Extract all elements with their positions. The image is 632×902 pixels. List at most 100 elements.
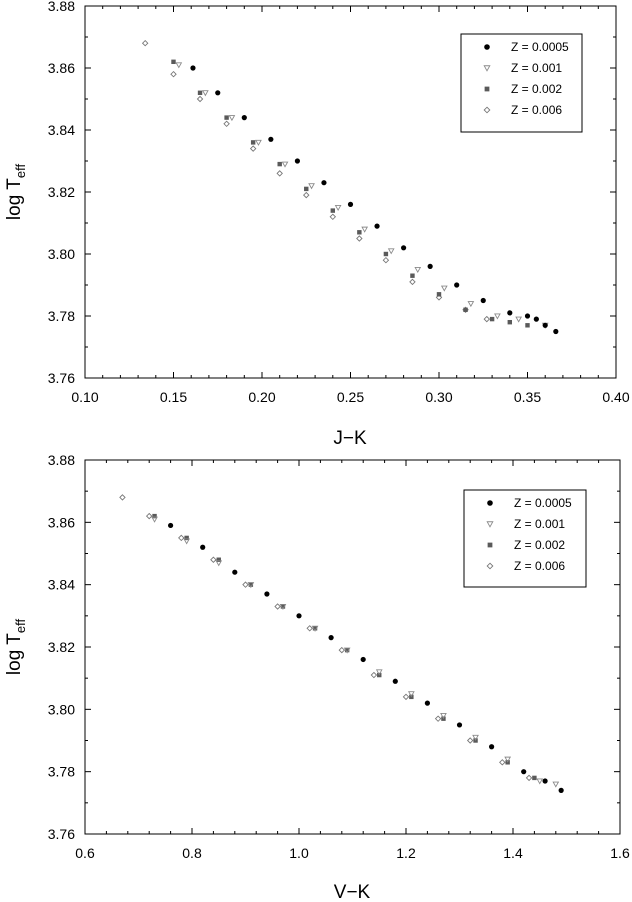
y-tick-label: 3.78: [48, 764, 75, 780]
data-point: [279, 603, 287, 611]
x-tick-label: 0.25: [337, 389, 364, 405]
data-point: [119, 494, 126, 501]
data-point: [504, 756, 512, 763]
data-point: [255, 139, 262, 146]
data-point: [344, 647, 350, 653]
data-point: [436, 292, 442, 297]
y-tick-label: 3.78: [48, 308, 75, 324]
data-point: [178, 534, 185, 542]
y-axis-label-main: log T: [4, 633, 25, 675]
y-tick-label: 3.88: [48, 0, 75, 14]
data-point: [201, 90, 209, 97]
data-point: [410, 273, 415, 278]
y-axis-label: log Teff: [4, 619, 28, 676]
data-point: [558, 787, 564, 793]
y-tick-label: 3.88: [48, 452, 75, 468]
data-point: [175, 62, 183, 69]
data-point: [424, 700, 430, 706]
data-point: [210, 556, 217, 563]
data-point: [533, 316, 539, 322]
data-point: [434, 715, 442, 722]
data-point: [440, 713, 447, 720]
legend-marker: [487, 500, 493, 506]
legend-label: Z = 0.0005: [511, 40, 569, 54]
data-point: [343, 647, 351, 654]
data-point: [499, 759, 506, 766]
x-tick-label: 0.6: [75, 845, 95, 861]
y-tick-label: 3.82: [48, 639, 75, 655]
legend-marker: [484, 86, 490, 92]
data-point: [200, 544, 206, 550]
data-point: [152, 513, 157, 519]
data-point: [392, 678, 398, 684]
data-point: [356, 235, 363, 242]
data-point: [521, 769, 527, 775]
data-point: [402, 693, 410, 701]
legend-marker: [486, 562, 494, 570]
data-point: [306, 625, 313, 632]
data-point: [216, 557, 221, 562]
x-axis-label: V−K: [334, 882, 371, 902]
legend-box: [460, 33, 583, 133]
data-point: [312, 626, 318, 631]
x-tick-label: 0.15: [160, 389, 187, 405]
data-point: [151, 516, 158, 523]
x-tick-label: 1.0: [289, 845, 309, 861]
y-tick-label: 3.84: [48, 577, 75, 593]
data-point: [483, 315, 491, 323]
data-point: [357, 230, 362, 235]
legend-marker: [487, 542, 493, 548]
x-tick-label: 0.35: [514, 389, 541, 405]
data-point: [361, 226, 369, 233]
data-point: [347, 201, 354, 207]
y-axis-ticks: 3.76 3.78 3.80 3.82 3.84 3.86 3.88: [48, 452, 620, 842]
data-points: [141, 39, 559, 335]
x-tick-label: 1.4: [503, 845, 523, 861]
legend: Z = 0.0005 Z = 0.001 Z = 0.002 Z = 0.006: [463, 489, 587, 588]
legend-label: Z = 0.002: [514, 538, 565, 552]
data-point: [375, 669, 383, 676]
data-point: [223, 120, 230, 128]
y-axis-label: log Teff: [4, 164, 28, 221]
data-point: [360, 656, 366, 663]
x-tick-label: 0.30: [425, 389, 452, 405]
data-point: [414, 266, 422, 274]
data-point: [536, 778, 544, 785]
data-point: [329, 213, 337, 221]
data-point: [525, 774, 533, 782]
data-point: [456, 722, 463, 728]
legend-box: [463, 489, 587, 588]
data-point: [387, 248, 395, 255]
data-point: [507, 310, 513, 316]
legend-label: Z = 0.006: [514, 559, 565, 573]
data-point: [338, 646, 346, 654]
data-point: [215, 560, 223, 567]
legend-marker: [484, 44, 490, 50]
data-point: [409, 278, 416, 286]
data-point: [507, 319, 513, 325]
data-point: [276, 170, 283, 177]
legend-label: Z = 0.006: [511, 103, 562, 117]
data-point: [374, 223, 380, 229]
data-point: [232, 569, 238, 575]
legend-marker: [483, 106, 491, 114]
data-point: [427, 263, 433, 269]
data-point: [247, 582, 255, 589]
data-point: [524, 313, 531, 319]
data-point: [454, 282, 460, 288]
y-axis-ticks: 3.76 3.78 3.80 3.82 3.84 3.86 3.88: [48, 0, 616, 386]
data-point: [401, 245, 407, 251]
data-points: [119, 494, 564, 793]
legend-label: Z = 0.001: [511, 61, 562, 75]
legend-label: Z = 0.002: [511, 82, 562, 96]
data-point: [489, 316, 495, 322]
x-tick-label: 1.6: [610, 845, 630, 861]
data-point: [311, 625, 319, 632]
data-point: [168, 522, 174, 529]
data-point: [321, 180, 327, 186]
y-tick-label: 3.86: [48, 514, 75, 530]
data-point: [328, 635, 334, 641]
data-point: [370, 671, 378, 679]
data-point: [303, 191, 310, 199]
